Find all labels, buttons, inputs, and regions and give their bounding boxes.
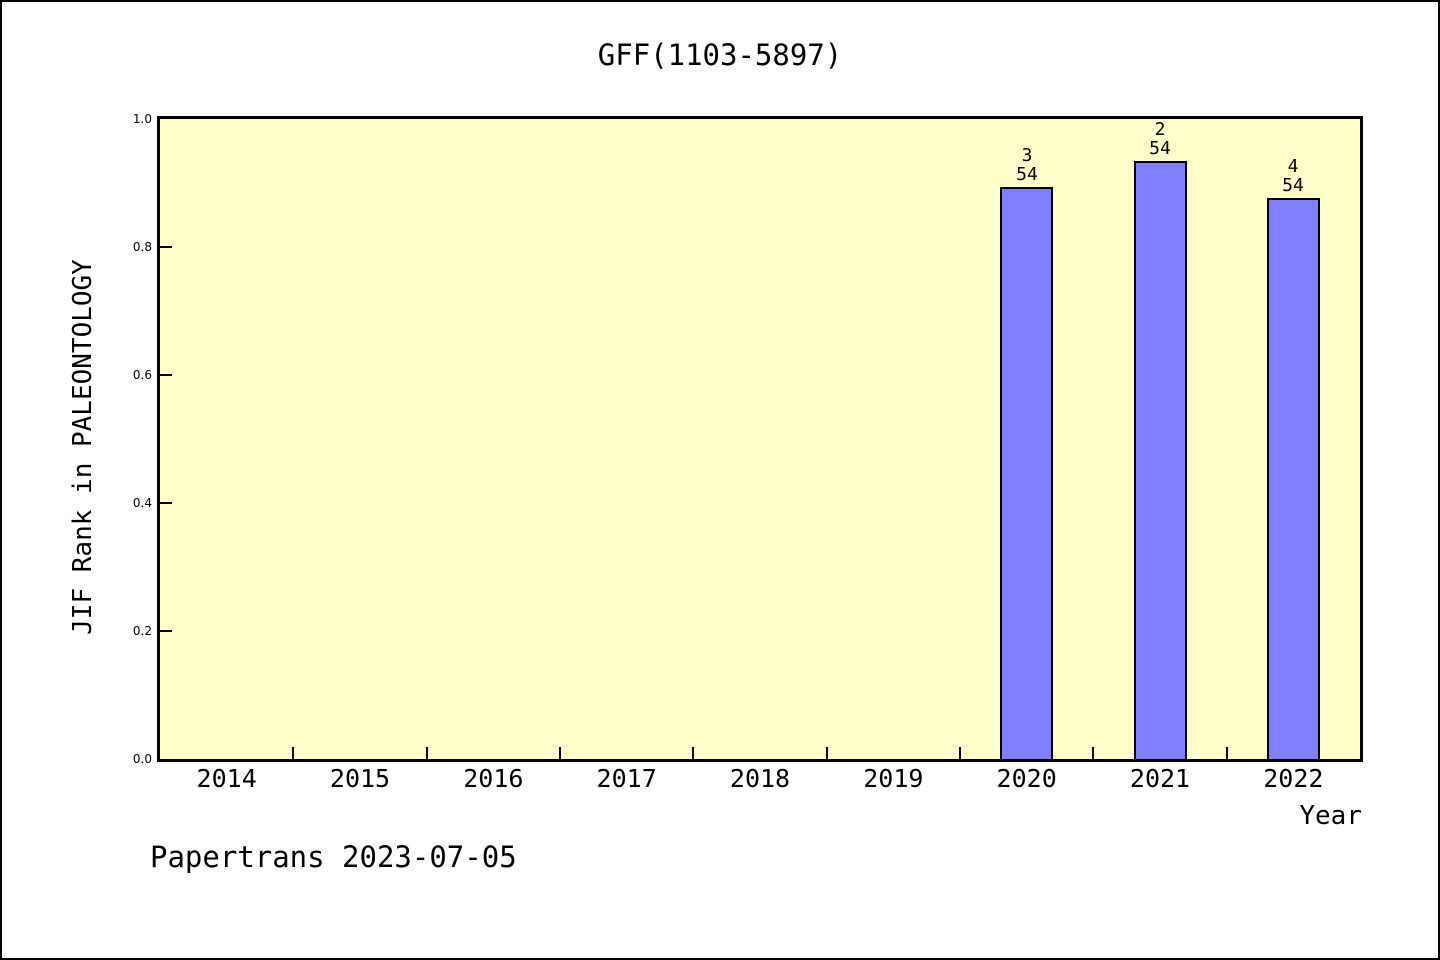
y-tick-label: 1.0: [132, 112, 152, 126]
y-tick-label: 0.6: [132, 368, 152, 382]
bar-2022: [1267, 198, 1320, 759]
x-tick-mark: [1092, 747, 1095, 759]
x-tick-mark: [959, 747, 961, 759]
x-tick-label: 2018: [729, 764, 791, 793]
x-tick-mark: [425, 747, 428, 759]
plot-area: 3 54 2 54 4 54: [157, 116, 1363, 762]
y-tick-label: 0.4: [132, 496, 152, 510]
y-tick-mark: [160, 374, 172, 376]
y-tick-mark: [160, 246, 172, 248]
x-tick-mark: [692, 747, 695, 759]
x-tick-mark: [825, 747, 828, 759]
bar-2020: [1000, 187, 1053, 759]
bar-value-label: 2 54: [1115, 120, 1205, 158]
x-tick-mark: [292, 747, 295, 759]
y-tick-label: 0.8: [132, 240, 152, 254]
footer-watermark: Papertrans 2023-07-05: [150, 840, 517, 874]
bar-value-total: 54: [1016, 164, 1038, 185]
bar-value-total: 54: [1149, 138, 1171, 159]
x-tick-label: 2014: [196, 764, 257, 793]
chart-title: GFF(1103-5897): [597, 38, 843, 72]
x-tick-label: 2016: [463, 764, 524, 793]
x-tick-label: 2019: [863, 764, 924, 793]
y-tick-label: 0.2: [132, 624, 152, 638]
bar-value-label: 4 54: [1248, 157, 1338, 195]
x-tick-mark: [1225, 747, 1228, 759]
bar-value-total: 54: [1282, 175, 1304, 196]
x-tick-label: 2022: [1263, 764, 1324, 793]
x-tick-mark: [559, 747, 561, 759]
x-tick-label: 2017: [596, 764, 657, 793]
bar-value-rank: 4: [1287, 156, 1299, 177]
y-tick-mark: [160, 502, 172, 504]
x-tick-label: 2021: [1129, 764, 1191, 793]
x-tick-label: 2020: [996, 764, 1057, 793]
bar-value-rank: 2: [1154, 119, 1166, 140]
bar-2021: [1134, 161, 1187, 759]
y-tick-mark: [160, 630, 172, 632]
y-tick-label: 0.0: [132, 752, 152, 766]
bar-value-rank: 3: [1021, 145, 1033, 166]
bar-value-label: 3 54: [982, 146, 1072, 184]
y-axis-label: JIF Rank in PALEONTOLOGY: [68, 259, 98, 635]
x-axis-label: Year: [1299, 801, 1362, 831]
x-tick-label: 2015: [329, 764, 391, 793]
